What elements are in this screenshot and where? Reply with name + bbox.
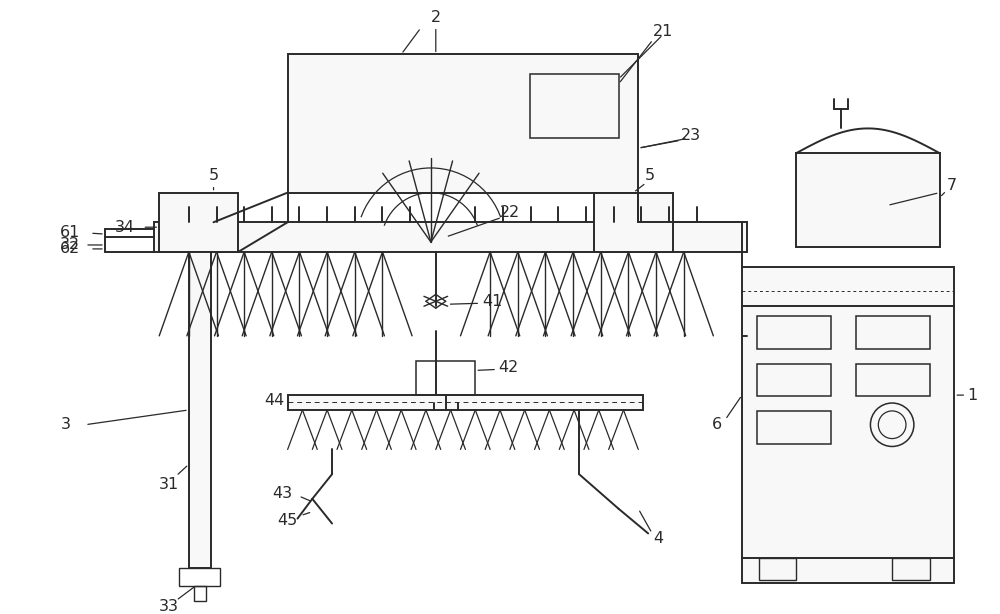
Bar xyxy=(856,316,930,349)
Bar xyxy=(759,558,796,580)
Text: 5: 5 xyxy=(208,168,219,184)
Text: 22: 22 xyxy=(500,205,520,220)
Bar xyxy=(856,363,930,396)
Bar xyxy=(159,193,238,252)
Text: 61: 61 xyxy=(60,225,81,239)
Text: 21: 21 xyxy=(653,24,673,39)
Bar xyxy=(288,54,638,193)
Bar xyxy=(179,568,220,586)
Text: 1: 1 xyxy=(967,387,977,403)
Text: 7: 7 xyxy=(946,178,956,193)
Text: 44: 44 xyxy=(265,392,285,408)
Bar xyxy=(288,395,643,410)
Bar xyxy=(757,316,831,349)
Bar xyxy=(530,74,619,138)
Bar xyxy=(154,222,747,252)
Text: 41: 41 xyxy=(482,293,502,309)
Text: 3: 3 xyxy=(60,418,70,432)
Text: 62: 62 xyxy=(60,241,80,257)
Text: 2: 2 xyxy=(431,10,441,25)
Text: 5: 5 xyxy=(645,168,655,184)
Bar xyxy=(892,558,930,580)
Bar xyxy=(416,360,475,395)
Text: 33: 33 xyxy=(159,599,179,614)
Text: 4: 4 xyxy=(653,531,663,546)
Text: 31: 31 xyxy=(159,476,179,492)
Bar xyxy=(757,411,831,443)
Text: 6: 6 xyxy=(712,418,722,432)
Text: 32: 32 xyxy=(60,238,80,252)
Bar xyxy=(796,153,940,247)
Bar xyxy=(194,586,206,600)
Text: 45: 45 xyxy=(278,513,298,528)
Text: 34: 34 xyxy=(115,220,135,235)
Text: 43: 43 xyxy=(273,486,293,502)
Bar xyxy=(757,363,831,396)
Text: 23: 23 xyxy=(681,128,701,143)
Bar xyxy=(189,252,211,568)
Text: 42: 42 xyxy=(498,360,518,375)
Bar xyxy=(742,266,954,583)
Bar xyxy=(594,193,673,252)
